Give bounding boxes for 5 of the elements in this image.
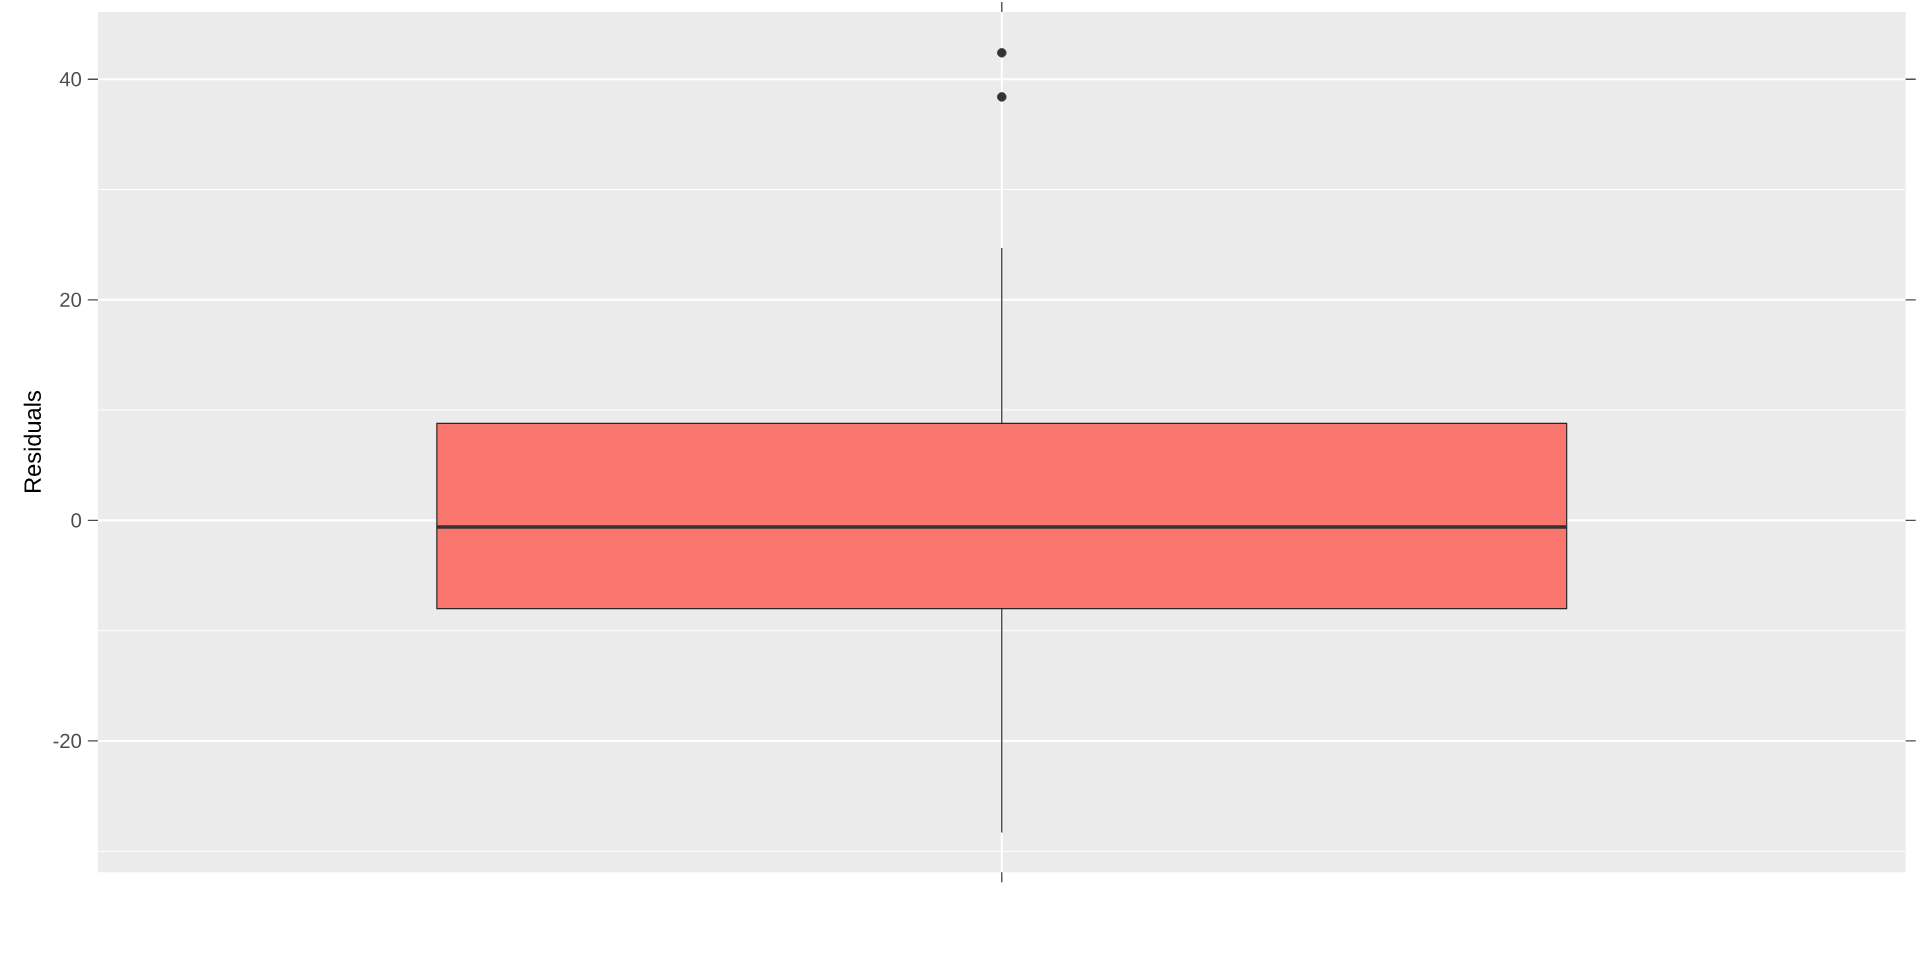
y-axis-title: Residuals [23, 391, 41, 493]
y-tick-label: -20 [53, 733, 82, 749]
y-tick-label: 20 [60, 292, 82, 307]
y-tick-label: 0 [71, 513, 82, 528]
y-tick-label: 40 [59, 72, 82, 87]
